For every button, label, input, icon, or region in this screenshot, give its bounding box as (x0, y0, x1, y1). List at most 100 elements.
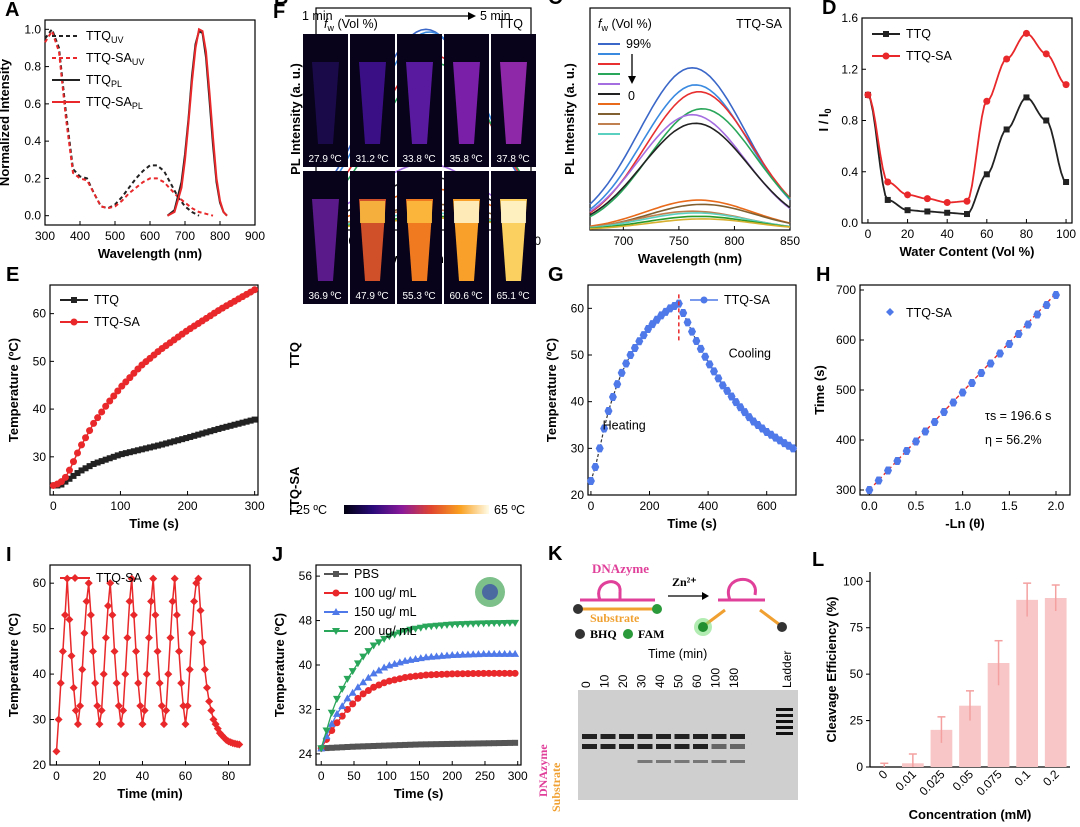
data-point (470, 740, 477, 747)
data-point (323, 745, 330, 752)
data-point (134, 447, 141, 454)
data-point (353, 683, 362, 691)
data-point (369, 642, 378, 650)
y-axis-label: PL Intensity (a. u.) (562, 63, 577, 175)
heating-label: Heating (603, 419, 646, 433)
data-point (159, 441, 166, 448)
panel-D-chart: 0 20 40 60 80 100 0.0 0.4 0.8 1.2 1.6 Water Content… (816, 0, 1076, 259)
y-tick-label: 700 (836, 283, 856, 297)
data-point (56, 679, 65, 688)
x-tick-label: 700 (613, 234, 633, 248)
series-TTQ-SA_PL (167, 27, 228, 217)
gel-band-substrate (619, 744, 634, 749)
data-point (432, 622, 441, 630)
legend-label: TTQ-SA (906, 306, 952, 320)
x-tick-label: 0.5 (908, 499, 925, 513)
x-tick-label: 2.0 (1048, 499, 1065, 513)
x-tick-label: 100 (1056, 227, 1076, 241)
data-point (1063, 179, 1070, 185)
thermal-temp-label: 55.3 ºC (402, 291, 435, 302)
data-point (328, 744, 335, 751)
data-point (964, 211, 970, 218)
gel-band-dnazyme (674, 734, 690, 739)
data-point (958, 388, 967, 397)
data-point (422, 623, 431, 631)
data-point (74, 449, 82, 457)
panel-G-frame (587, 284, 797, 496)
y-tick-label: 100 (843, 574, 863, 588)
data-point (138, 720, 147, 729)
data-point (884, 196, 891, 203)
data-point (374, 666, 383, 674)
k-bhq-dot-icon (573, 604, 583, 614)
data-point (591, 463, 600, 471)
data-point (338, 685, 347, 693)
data-point (438, 670, 446, 678)
data-point (155, 442, 162, 449)
x-axis-label: Time (min) (117, 786, 183, 801)
data-point (1003, 55, 1011, 63)
y-tick-label: 0.2 (24, 171, 41, 185)
data-point (395, 629, 404, 637)
data-point (185, 665, 194, 674)
y-tick-label: 56 (299, 569, 313, 583)
data-point (89, 647, 98, 656)
panel-tag: TTQ (498, 17, 523, 31)
data-point (923, 195, 931, 203)
data-point (500, 649, 509, 657)
gel-ladder-band (776, 708, 793, 711)
y-tick-label: 50 (33, 622, 47, 636)
data-point (172, 611, 181, 619)
f-end-label: 5 min (480, 9, 511, 23)
spectrum-curve (589, 215, 791, 230)
data-point (61, 611, 70, 619)
panel-letter-L: L (812, 549, 824, 571)
y-tick-label: 500 (836, 383, 856, 397)
data-point (963, 197, 971, 205)
x-tick-label: 900 (245, 229, 265, 243)
panel-letter-J: J (272, 544, 283, 566)
x-tick-label: 0 (588, 499, 595, 513)
panel-I-frame (49, 564, 251, 766)
data-point (110, 647, 119, 656)
data-point (505, 649, 514, 657)
data-point (170, 574, 179, 583)
x-tick-label: 850 (780, 234, 800, 248)
data-point (147, 597, 156, 606)
gel-band-product (637, 760, 653, 763)
thermal-temp-label: 47.9 ºC (355, 291, 388, 302)
thermal-hotspot (501, 201, 526, 223)
data-point (1052, 291, 1060, 299)
data-point (86, 611, 95, 619)
data-point (84, 579, 93, 588)
legend-label: TTQ-SA (906, 49, 952, 63)
bar (930, 729, 953, 767)
data-point (500, 620, 509, 627)
y-tick-label: 20 (571, 488, 585, 502)
legend-marker (883, 31, 889, 37)
y-axis-label: Time (s) (812, 365, 827, 415)
gel-lane-label: 60 (690, 674, 704, 688)
data-point (121, 670, 130, 679)
data-point (459, 670, 467, 678)
data-point (912, 437, 920, 446)
data-point (343, 694, 352, 702)
y-tick-label: 60 (33, 576, 47, 590)
k-legend-fam-icon (623, 629, 633, 639)
data-point (181, 720, 190, 729)
y-tick-label: 0.4 (841, 165, 858, 179)
data-point (136, 701, 145, 710)
data-point (333, 744, 340, 751)
data-point (463, 650, 472, 658)
thermal-temp-label: 65.1 ºC (496, 291, 529, 302)
thermal-temp-label: 36.9 ºC (308, 291, 341, 302)
data-point (714, 374, 723, 383)
data-point (484, 649, 493, 657)
eta-label: η = 56.2% (985, 433, 1042, 447)
data-point (437, 622, 446, 630)
data-point (138, 446, 145, 453)
data-point (332, 695, 341, 703)
data-point (144, 633, 153, 642)
